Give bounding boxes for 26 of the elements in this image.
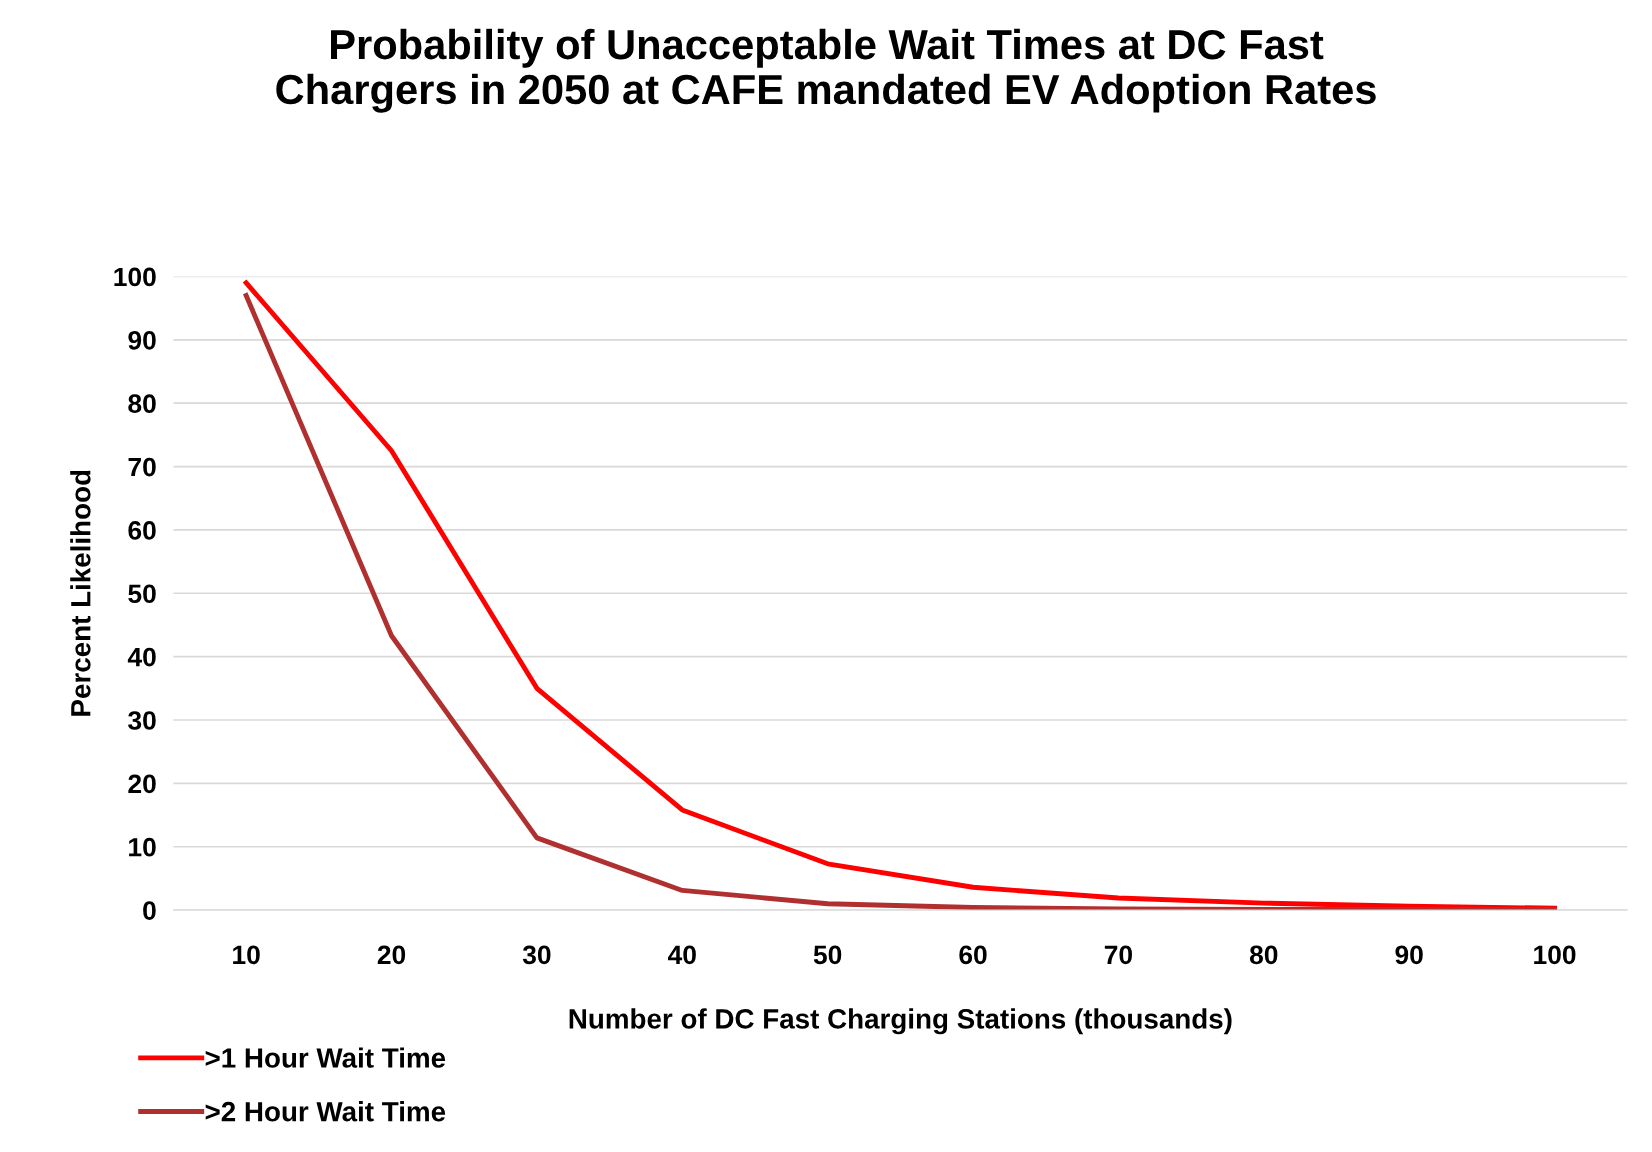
- x-tick-label: 60: [959, 945, 987, 965]
- y-tick-label: 10: [129, 837, 156, 857]
- x-axis-title: Number of DC Fast Charging Stations (thousands): [569, 1008, 1232, 1035]
- legend-label: >1 Hour Wait Time: [205, 1047, 446, 1068]
- y-axis-title: Percent Likelihood: [70, 470, 91, 716]
- y-tick-label: 40: [127, 647, 156, 667]
- x-tick-label: 50: [813, 945, 842, 965]
- x-tick-label: 90: [1395, 945, 1423, 965]
- legend-label: >2 Hour Wait Time: [205, 1101, 446, 1122]
- y-tick-label: 90: [128, 330, 156, 350]
- y-tick-label: 80: [128, 394, 156, 414]
- y-tick-label: 50: [128, 584, 156, 604]
- x-tick-label: 30: [522, 945, 551, 965]
- y-tick-label: 100: [114, 267, 156, 287]
- x-tick-label: 20: [377, 945, 406, 965]
- x-tick-label: 40: [668, 945, 696, 965]
- x-tick-label: 70: [1104, 945, 1132, 965]
- x-tick-label: 10: [233, 945, 260, 965]
- chart-title: Probability of Unacceptable Wait Times at DC Fast Chargers in 2050 at CAFE mandated EV Adoption Rates: [276, 28, 1376, 113]
- y-tick-label: 70: [128, 457, 156, 477]
- y-tick-label: 60: [128, 521, 156, 540]
- x-tick-label: 100: [1534, 945, 1576, 965]
- x-tick-label: 80: [1249, 945, 1278, 965]
- y-tick-label: 30: [128, 711, 156, 730]
- y-tick-label: 0: [143, 901, 156, 920]
- y-tick-label: 20: [128, 774, 156, 794]
